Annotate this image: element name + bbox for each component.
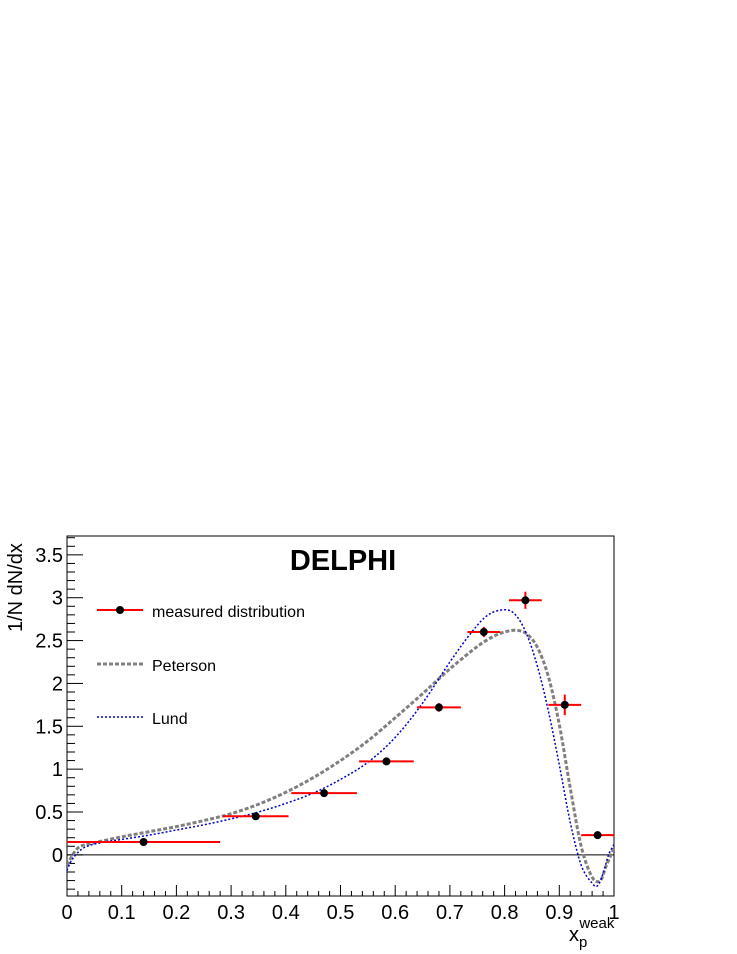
y-tick-label: 0 <box>52 845 63 867</box>
x-tick-label: 0.2 <box>162 902 190 924</box>
x-tick-label: 1 <box>608 902 619 924</box>
x-tick-label: 0.1 <box>108 902 136 924</box>
x-axis-title-main: x <box>569 924 579 946</box>
data-point <box>479 628 488 636</box>
x-tick-label: 0.9 <box>545 902 573 924</box>
y-tick-label: 2 <box>52 673 63 695</box>
data-point <box>434 703 443 712</box>
y-tick-label: 3 <box>52 588 63 610</box>
data-point <box>560 700 569 709</box>
x-tick-label: 0.6 <box>381 902 409 924</box>
lund-curve <box>67 608 614 888</box>
legend-label-measured: measured distribution <box>152 604 305 621</box>
legend-label-peterson: Peterson <box>152 658 216 675</box>
y-tick-label: 2.5 <box>35 631 63 653</box>
legend-data-marker <box>116 606 124 614</box>
data-point <box>251 812 260 821</box>
x-axis: 0 0.1 0.2 0.3 0.4 0.5 0.6 0.7 0.8 0.9 1 <box>61 885 620 924</box>
y-tick-label: 3.5 <box>35 545 63 567</box>
x-tick-label: 0 <box>61 902 72 924</box>
data-point <box>382 757 391 766</box>
measured-data-group <box>67 591 614 846</box>
peterson-curve <box>67 628 614 884</box>
y-tick-label: 1 <box>52 759 63 781</box>
y-tick-label: 0.5 <box>35 802 63 824</box>
x-tick-label: 0.8 <box>491 902 519 924</box>
x-tick-label: 0.7 <box>436 902 464 924</box>
y-tick-label: 1.5 <box>35 716 63 738</box>
x-axis-title-sup: weak <box>578 915 615 932</box>
peterson-curve-group <box>67 628 614 884</box>
y-axis: 0 0.5 1 1.5 2 2.5 3 3.5 <box>35 537 83 890</box>
data-point <box>521 596 530 605</box>
lund-curve-group <box>67 608 614 888</box>
legend: measured distribution Peterson Lund <box>97 604 305 728</box>
y-axis-title: 1/N dN/dx <box>5 543 27 632</box>
x-tick-label: 0.4 <box>272 902 300 924</box>
data-point <box>593 831 602 840</box>
x-tick-label: 0.5 <box>327 902 355 924</box>
chart-title: DELPHI <box>290 545 396 577</box>
x-axis-title-sub: p <box>579 934 587 951</box>
data-point <box>320 789 329 798</box>
legend-label-lund: Lund <box>152 711 188 728</box>
data-point <box>139 838 148 846</box>
x-tick-label: 0.3 <box>217 902 245 924</box>
x-axis-title: xp weak <box>569 915 615 951</box>
